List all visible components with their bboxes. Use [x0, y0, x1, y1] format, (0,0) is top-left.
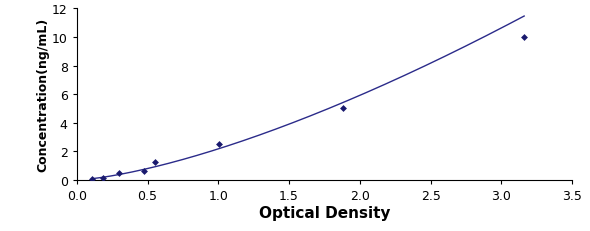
Y-axis label: Concentration(ng/mL): Concentration(ng/mL): [36, 18, 49, 171]
X-axis label: Optical Density: Optical Density: [259, 205, 390, 220]
